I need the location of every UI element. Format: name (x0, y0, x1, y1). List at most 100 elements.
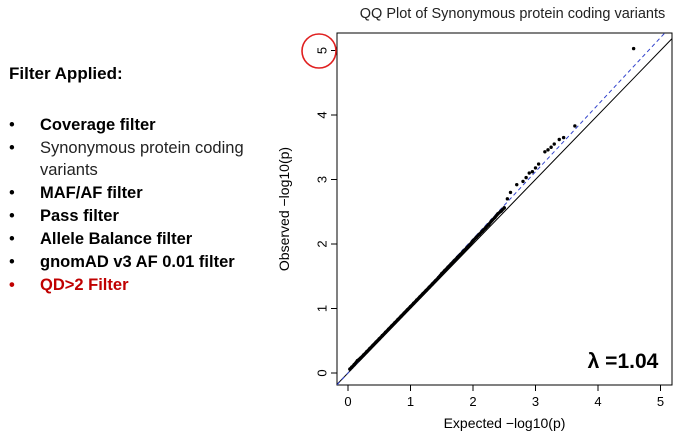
x-tick-label: 5 (657, 394, 664, 409)
data-point (408, 304, 413, 309)
data-point (368, 346, 372, 351)
data-point (527, 171, 531, 175)
data-point (352, 362, 356, 367)
x-tick-label: 0 (344, 394, 351, 409)
y-tick-label: 3 (314, 176, 329, 183)
data-point (377, 337, 381, 341)
data-point (396, 317, 400, 322)
data-point (499, 209, 503, 213)
data-point (508, 190, 513, 195)
data-point (573, 124, 577, 128)
data-point (515, 182, 519, 187)
lambda-annotation: λ =1.04 (588, 350, 659, 373)
data-point (415, 298, 419, 302)
data-point (433, 279, 438, 283)
data-point (490, 219, 494, 223)
bullet-icon: • (9, 184, 15, 202)
filter-item: • Synonymous protein coding variants (9, 137, 289, 181)
y-tick-label: 4 (314, 111, 329, 118)
data-point (411, 301, 416, 306)
data-point (461, 249, 466, 253)
fit-line (337, 33, 666, 385)
bullet-icon: • (9, 139, 15, 157)
data-point (443, 268, 447, 273)
data-point (390, 324, 394, 328)
data-point (405, 308, 410, 312)
bullet-icon: • (9, 276, 15, 294)
filter-label: Synonymous protein coding variants (40, 139, 244, 179)
y-tick-label: 2 (314, 240, 329, 247)
data-point (449, 262, 453, 266)
data-point (383, 330, 388, 335)
data-point (380, 333, 385, 338)
data-point (446, 265, 450, 269)
data-point (393, 320, 397, 325)
data-point (505, 197, 510, 201)
data-point (536, 162, 541, 166)
filter-label: QD>2 Filter (40, 276, 129, 294)
x-tick-label: 1 (407, 394, 414, 409)
data-point (471, 239, 475, 243)
data-point (365, 350, 369, 354)
data-point (424, 288, 428, 293)
data-point (474, 235, 478, 240)
data-point (440, 271, 444, 276)
data-point (521, 179, 525, 184)
data-point (468, 242, 472, 247)
y-tick-label: 0 (314, 369, 329, 376)
filter-label: gnomAD v3 AF 0.01 filter (40, 253, 235, 271)
data-point (427, 285, 431, 289)
data-point (493, 215, 497, 220)
data-point (350, 365, 354, 369)
data-point (455, 255, 460, 260)
data-point (458, 252, 463, 257)
data-point (530, 170, 535, 174)
x-axis-label: Expected −log10(p) (444, 415, 566, 431)
data-point (631, 46, 636, 51)
filter-item: • MAF/AF filter (9, 182, 289, 204)
bullet-icon: • (9, 253, 15, 271)
data-point (557, 137, 561, 142)
filter-item: • Allele Balance filter (9, 228, 289, 250)
filter-item: • Coverage filter (9, 114, 289, 136)
filter-label: Coverage filter (40, 116, 156, 134)
filter-item: • QD>2 Filter (9, 274, 289, 296)
data-point (402, 311, 406, 315)
data-point (549, 145, 553, 149)
data-point (502, 206, 506, 210)
data-point (358, 356, 363, 360)
data-point (386, 327, 391, 331)
filter-label: Allele Balance filter (40, 230, 193, 248)
data-point (436, 275, 441, 280)
filter-item: • gnomAD v3 AF 0.01 filter (9, 251, 289, 273)
data-point (421, 291, 425, 296)
data-point (418, 295, 422, 299)
data-point (483, 226, 488, 230)
data-point (465, 246, 469, 250)
y-tick-label: 1 (314, 305, 329, 312)
filter-label: MAF/AF filter (40, 184, 143, 202)
y-tick-label: 5 (314, 47, 329, 54)
data-point (480, 229, 485, 233)
data-point (361, 353, 366, 357)
filters-heading: Filter Applied: (9, 64, 123, 83)
x-tick-label: 4 (594, 394, 601, 409)
filter-item: • Pass filter (9, 205, 289, 227)
data-point (561, 135, 566, 140)
filter-label: Pass filter (40, 207, 119, 225)
data-point (477, 232, 481, 237)
bullet-icon: • (9, 230, 15, 248)
x-tick-label: 3 (532, 394, 539, 409)
chart-title: QQ Plot of Synonymous protein coding var… (360, 6, 665, 22)
bullet-icon: • (9, 207, 15, 225)
x-tick-label: 2 (469, 394, 476, 409)
data-point (486, 222, 491, 227)
data-point (533, 166, 538, 170)
data-point (452, 259, 456, 263)
data-point (371, 343, 375, 347)
highlight-circle (301, 33, 337, 69)
data-point (355, 359, 360, 363)
filter-list: • Coverage filter • Synonymous protein codi… (9, 114, 289, 297)
data-point (430, 282, 435, 286)
